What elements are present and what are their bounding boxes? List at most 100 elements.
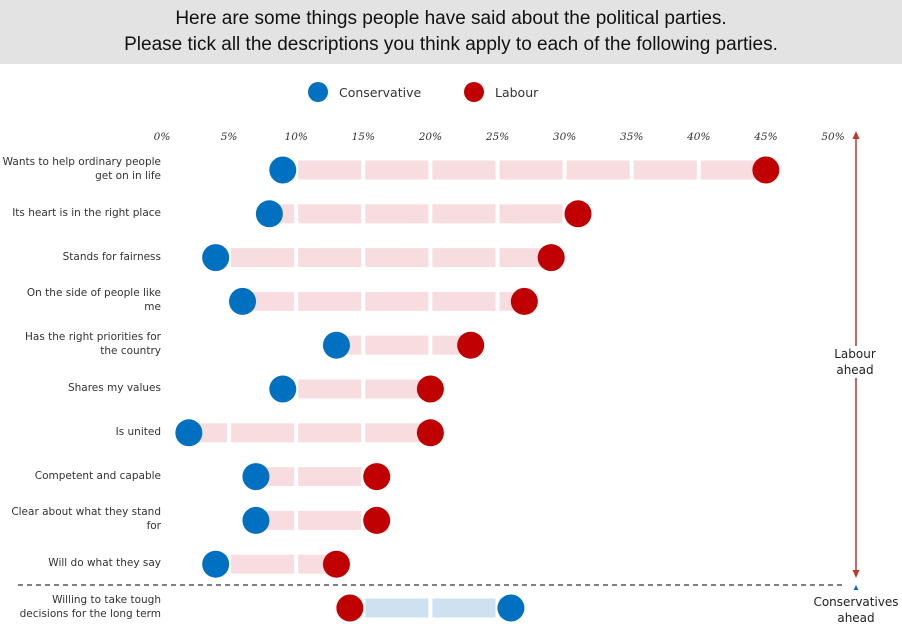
row-label: Willing to take tough decisions for the l…	[0, 593, 161, 621]
row-label: Is united	[0, 425, 161, 439]
labour-point	[363, 463, 391, 491]
question-header: Here are some things people have said ab…	[0, 0, 902, 64]
x-tick-label: 25%	[485, 131, 509, 143]
row-label: Its heart is in the right place	[0, 206, 161, 220]
question-line-2: Please tick all the descriptions you thi…	[124, 34, 778, 55]
question-line-1: Here are some things people have said ab…	[175, 8, 727, 29]
gap-bar-segment	[365, 160, 429, 180]
x-tick-label: 40%	[686, 131, 710, 143]
gap-bar-segment	[499, 248, 552, 268]
gap-bar-segment	[242, 291, 295, 311]
labour-point	[416, 375, 444, 403]
gap-bar-segment	[365, 204, 429, 224]
x-tick-label: 10%	[285, 131, 308, 143]
row-label-line: On the side of people like	[26, 287, 161, 300]
x-tick-label: 35%	[620, 131, 643, 143]
row-label: On the side of people like me	[0, 286, 161, 314]
gap-bar-segment	[499, 204, 563, 224]
gap-bar-segment	[298, 204, 362, 224]
legend-conservative: Conservative	[308, 82, 421, 102]
conservative-point	[202, 244, 230, 272]
gap-bar-segment	[365, 379, 431, 399]
row-label: Competent and capable	[0, 469, 161, 483]
row-label-line: Has the right priorities for	[24, 331, 161, 344]
row-label: Wants to help ordinary people get on in l…	[0, 155, 161, 183]
row-label-line: Clear about what they stand	[11, 506, 161, 519]
labour-point	[336, 594, 364, 622]
conservative-point	[242, 463, 270, 491]
conservative-point	[202, 550, 230, 578]
gap-bar-segment	[298, 467, 362, 487]
row-label-line: Competent and capable	[34, 469, 161, 482]
gap-bar-segment	[566, 160, 630, 180]
row-label-line: get on in life	[95, 170, 161, 182]
conservative-point	[229, 287, 257, 315]
labour-point	[564, 200, 592, 228]
gap-bar-segment	[365, 291, 429, 311]
labour-point	[752, 156, 780, 184]
gap-bar-segment	[365, 335, 429, 355]
x-tick-label: 15%	[352, 131, 375, 143]
gap-bar-segment	[298, 379, 362, 399]
gap-bar-segment	[231, 554, 295, 574]
legend-labour: Labour	[464, 82, 538, 102]
row-label: Shares my values	[0, 381, 161, 395]
row-label-line: Its heart is in the right place	[12, 206, 161, 219]
conservative-point	[269, 156, 297, 184]
row-label-line: for	[146, 520, 161, 533]
row-label-line: Will do what they say	[48, 557, 161, 570]
gap-bar-segment	[432, 598, 496, 618]
x-tick-label: 5%	[221, 131, 238, 143]
gap-bar-segment	[365, 248, 429, 268]
row-label-line: Wants to help ordinary people	[2, 156, 161, 168]
arrow-up-icon	[852, 131, 860, 139]
labour-point	[537, 244, 565, 272]
gap-bar-segment	[298, 291, 362, 311]
conservative-point	[255, 200, 283, 228]
arrow-down-icon	[852, 570, 860, 578]
gap-bar-segment	[298, 160, 362, 180]
gap-bar-segment	[432, 291, 496, 311]
gap-bar-segment	[298, 248, 362, 268]
row-label-line: me	[144, 301, 161, 314]
labour-point	[457, 331, 485, 359]
gap-bar-segment	[499, 160, 563, 180]
gap-bar-segment	[298, 423, 362, 443]
legend-labour-label: Labour	[495, 84, 539, 100]
x-tick-label: 45%	[753, 131, 777, 143]
row-label: Clear about what they stand for	[0, 505, 161, 533]
gap-bar-segment	[365, 598, 429, 618]
row-label-line: Shares my values	[67, 382, 161, 394]
row-label-line: Is united	[115, 425, 161, 438]
gap-bar-segment	[365, 423, 431, 443]
conservatives-arrow-icon	[853, 585, 859, 590]
labour-point	[510, 287, 538, 315]
row-label: Stands for fairness	[0, 250, 161, 264]
conservative-point	[269, 375, 297, 403]
row-label: Will do what they say	[0, 556, 161, 570]
gap-bar-segment	[432, 248, 496, 268]
x-tick-label: 0%	[154, 131, 171, 143]
gap-bar-segment	[432, 160, 496, 180]
conservatives-ahead-label: Conservatives ahead	[806, 594, 902, 626]
conservative-point	[322, 331, 350, 359]
legend-conservative-label: Conservative	[339, 84, 422, 100]
conservative-point	[497, 594, 525, 622]
labour-point	[363, 506, 391, 534]
x-tick-label: 50%	[821, 131, 844, 143]
conservative-point	[242, 506, 270, 534]
labour-point	[322, 550, 350, 578]
row-label-line: Willing to take tough	[52, 594, 161, 606]
row-label-line: decisions for the long term	[19, 608, 161, 620]
row-label-line: the country	[100, 345, 161, 358]
gap-bar-segment	[231, 423, 295, 443]
gap-bar-segment	[231, 248, 295, 268]
labour-ahead-label: Labour ahead	[825, 346, 885, 378]
row-label: Has the right priorities for the country	[0, 330, 161, 358]
gap-bar-segment	[432, 204, 496, 224]
legend-labour-dot-icon	[464, 82, 484, 102]
gap-bar-segment	[700, 160, 766, 180]
x-tick-label: 20%	[418, 131, 442, 143]
row-label-line: Stands for fairness	[62, 250, 161, 263]
